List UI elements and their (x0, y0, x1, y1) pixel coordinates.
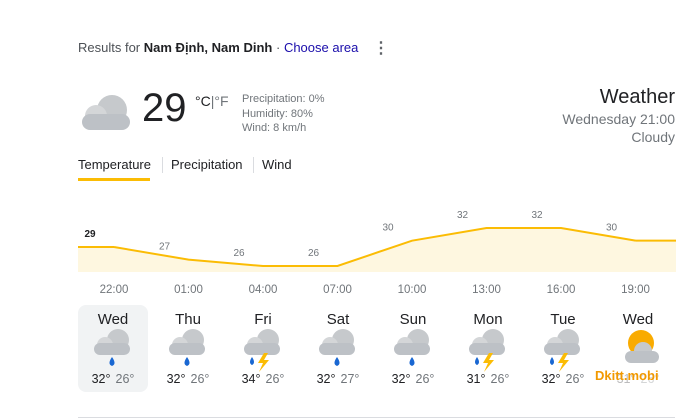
day-name: Fri (254, 311, 272, 328)
day-name: Mon (473, 311, 503, 328)
tab[interactable]: Wind (262, 157, 292, 172)
low-temp: 26° (115, 372, 135, 386)
temperature-chart: 29 22:00 27 01:00 26 04:00 26 07:00 30 10:00 32 13:… (78, 210, 676, 296)
current-temperature: 29 (142, 86, 187, 130)
day-temps: 32° 26° (153, 372, 223, 386)
value-label: 30 (382, 223, 394, 234)
divider (78, 417, 675, 418)
day-temps: 32° 26° (528, 372, 598, 386)
day-name: Sat (326, 311, 350, 328)
day-column[interactable]: Fri 34° 26° (228, 305, 298, 392)
unit-celsius[interactable]: °C (195, 93, 211, 109)
day-column[interactable]: Sun 32° 26° (378, 305, 448, 392)
more-menu[interactable]: ⋮ (373, 40, 389, 57)
time-label: 01:00 (174, 284, 203, 296)
low-temp: 26° (415, 372, 435, 386)
tab[interactable]: Temperature (78, 157, 151, 172)
units: °C|°F (195, 93, 229, 109)
day-column[interactable]: Wed 32° 26° (78, 305, 148, 392)
low-temp: 26° (190, 372, 210, 386)
low-temp: 26° (265, 372, 285, 386)
high-temp: 32° (166, 372, 186, 386)
time-label: 16:00 (547, 284, 576, 296)
low-temp: 27° (340, 372, 360, 386)
day-temps: 32° 26° (78, 372, 148, 386)
high-temp: 31° (466, 372, 486, 386)
day-column[interactable]: Sat 32° 27° (303, 305, 373, 392)
value-label: 32 (531, 210, 543, 221)
tab-separator (253, 157, 254, 173)
day-name: Sun (399, 311, 427, 328)
high-temp: 32° (91, 372, 111, 386)
day-name: Tue (550, 311, 576, 328)
time-label: 13:00 (472, 284, 501, 296)
high-temp: 32° (391, 372, 411, 386)
low-temp: 26° (565, 372, 585, 386)
value-label: 32 (457, 210, 469, 221)
precipitation: Precipitation: 0% (242, 93, 325, 105)
time-label: 10:00 (398, 284, 427, 296)
summary-time: Wednesday 21:00 (562, 111, 675, 127)
value-label: 29 (84, 229, 96, 240)
location: Nam Định, Nam Dinh (143, 40, 273, 55)
day-temps: 31° 26° (453, 372, 523, 386)
value-label: 26 (308, 248, 320, 259)
summary: Weather Wednesday 21:00 Cloudy (562, 86, 675, 145)
low-temp: 26° (490, 372, 510, 386)
day-temps: 32° 27° (303, 372, 373, 386)
time-label: 07:00 (323, 284, 352, 296)
header: Results for Nam Định, Nam Dinh · Choose … (78, 40, 358, 55)
temperature-line (113, 227, 636, 267)
value-label: 30 (606, 223, 618, 234)
current-details: Precipitation: 0% Humidity: 80% Wind: 8 … (242, 92, 325, 136)
results-prefix: Results for (78, 40, 141, 55)
tab-underline (78, 178, 150, 181)
time-label: 19:00 (621, 284, 650, 296)
unit-fahrenheit[interactable]: °F (214, 93, 229, 109)
value-label: 26 (233, 248, 245, 259)
value-label: 27 (159, 242, 171, 253)
day-temps: 34° 26° (228, 372, 298, 386)
day-column[interactable]: Tue 32° 26° (528, 305, 598, 392)
high-temp: 32° (541, 372, 561, 386)
summary-condition: Cloudy (631, 129, 675, 145)
time-label: 04:00 (249, 284, 278, 296)
day-column[interactable]: Thu 32° 26° (153, 305, 223, 392)
tab[interactable]: Precipitation (171, 157, 243, 172)
high-temp: 34° (241, 372, 261, 386)
time-label: 22:00 (100, 284, 129, 296)
day-name: Wed (622, 311, 654, 328)
day-name: Thu (175, 311, 201, 328)
choose-area-link[interactable]: Choose area (283, 40, 359, 55)
day-column[interactable]: Mon 31° 26° (453, 305, 523, 392)
unit-separator: | (210, 93, 215, 109)
tab-separator (162, 157, 163, 173)
day-temps: 32° 26° (378, 372, 448, 386)
high-temp: 32° (316, 372, 336, 386)
current-icon (82, 95, 130, 130)
humidity: Humidity: 80% (242, 107, 313, 120)
separator: · (275, 40, 281, 55)
day-name: Wed (97, 311, 129, 328)
wind: Wind: 8 km/h (242, 122, 307, 134)
watermark: Dkitt.mobi (592, 368, 662, 383)
area-fill (78, 228, 676, 272)
summary-title: Weather (599, 86, 675, 108)
